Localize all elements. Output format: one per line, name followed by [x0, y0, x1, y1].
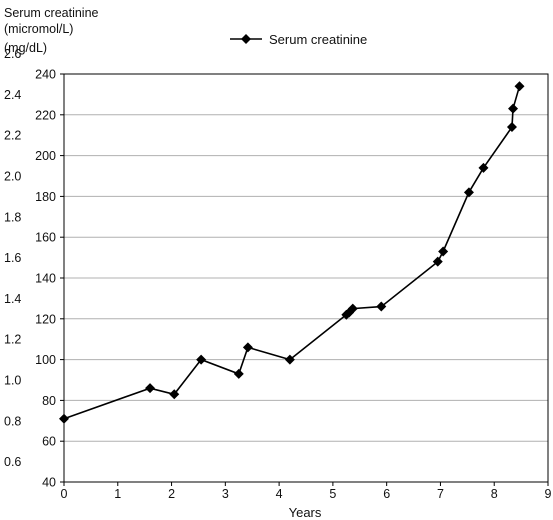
axes [60, 73, 549, 486]
y-axis-title-line-1: Serum creatinine [4, 6, 99, 20]
x-tick-label: 4 [276, 487, 283, 501]
y2-tick-label: 0.6 [4, 455, 21, 469]
x-tick-label: 9 [545, 487, 552, 501]
x-tick-label: 0 [61, 487, 68, 501]
x-tick-label: 6 [383, 487, 390, 501]
legend-label: Serum creatinine [269, 32, 367, 47]
legend-marker-icon [241, 34, 251, 44]
data-point [514, 81, 525, 92]
y-axis-title-line-2: (micromol/L) [4, 22, 73, 36]
y-tick-label: 140 [35, 272, 56, 286]
gridlines [64, 114, 548, 442]
data-point [506, 122, 517, 133]
data-point [478, 162, 489, 173]
y2-tick-label: 1.0 [4, 374, 21, 388]
data-point [242, 342, 253, 353]
y2-tick-label: 1.2 [4, 333, 21, 347]
y2-tick-label: 2.4 [4, 88, 21, 102]
y2-tick-label: 1.6 [4, 251, 21, 265]
x-tick-label: 8 [491, 487, 498, 501]
data-point [59, 413, 69, 424]
y2-axis-title: (mg/dL) [4, 41, 47, 55]
data-point [508, 103, 519, 114]
data-point [463, 187, 474, 198]
y-tick-label: 200 [35, 149, 56, 163]
y2-tick-label: 2.0 [4, 170, 21, 184]
data-point [284, 354, 295, 365]
y-tick-label: 100 [35, 353, 56, 367]
x-tick-label: 2 [168, 487, 175, 501]
x-axis-title: Years [289, 505, 322, 520]
tick-labels: 4060801001201401601802002202400.60.81.01… [4, 47, 552, 501]
y-tick-label: 220 [35, 108, 56, 122]
x-tick-label: 3 [222, 487, 229, 501]
data-point [438, 246, 449, 257]
y2-tick-label: 1.4 [4, 292, 21, 306]
x-tick-label: 7 [437, 487, 444, 501]
y2-tick-label: 2.2 [4, 129, 21, 143]
y2-tick-label: 0.8 [4, 414, 21, 428]
y2-tick-label: 1.8 [4, 210, 21, 224]
data-point [196, 354, 207, 365]
series-layer [59, 81, 525, 424]
data-point [376, 301, 387, 312]
y-tick-label: 240 [35, 68, 56, 82]
y-tick-label: 60 [42, 435, 56, 449]
y-tick-label: 160 [35, 231, 56, 245]
x-tick-label: 1 [114, 487, 121, 501]
y-tick-label: 40 [42, 476, 56, 490]
y-tick-label: 80 [42, 394, 56, 408]
data-point [432, 256, 443, 267]
legend: Serum creatinine [230, 32, 367, 47]
data-point [169, 389, 180, 400]
data-point [233, 368, 244, 379]
series-line [63, 85, 521, 420]
data-point [145, 383, 156, 394]
x-tick-label: 5 [329, 487, 336, 501]
y2-tick-label: 2.6 [4, 47, 21, 61]
data-point [347, 303, 358, 314]
y-tick-label: 120 [35, 312, 56, 326]
y-tick-label: 180 [35, 190, 56, 204]
